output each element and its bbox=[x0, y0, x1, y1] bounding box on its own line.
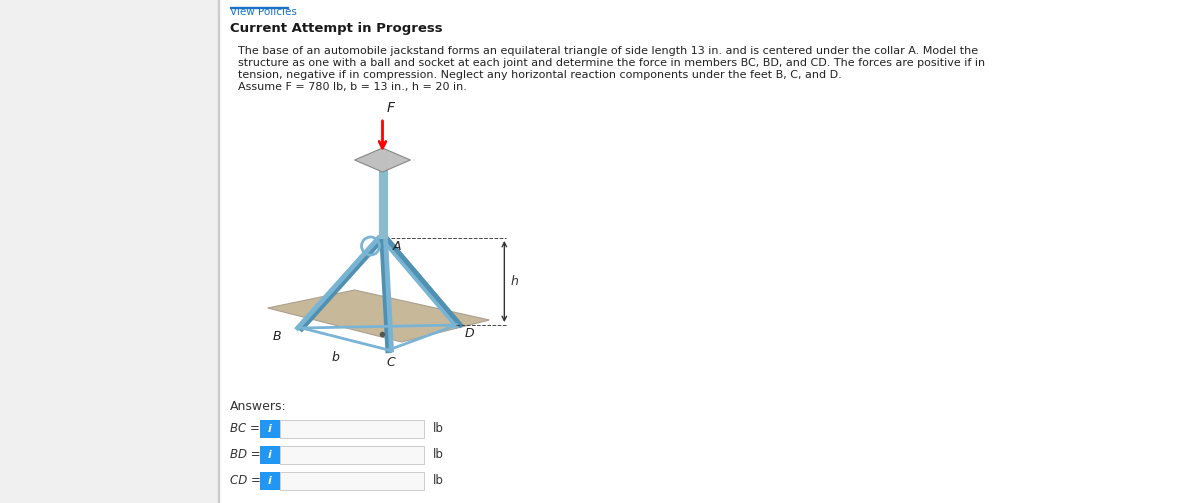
Text: D: D bbox=[464, 327, 474, 340]
Text: i: i bbox=[268, 476, 271, 486]
Bar bbox=[259, 446, 280, 464]
Text: Answers:: Answers: bbox=[229, 400, 287, 413]
Text: CD =: CD = bbox=[229, 474, 260, 487]
Text: BC =: BC = bbox=[229, 423, 259, 436]
Text: View Policies: View Policies bbox=[229, 7, 296, 17]
Bar bbox=[280, 420, 425, 438]
Bar bbox=[280, 472, 425, 490]
Bar bbox=[378, 168, 388, 238]
Polygon shape bbox=[268, 290, 490, 342]
Text: Assume F = 780 lb, b = 13 in., h = 20 in.: Assume F = 780 lb, b = 13 in., h = 20 in… bbox=[238, 82, 467, 92]
Text: lb: lb bbox=[432, 423, 443, 436]
Bar bbox=[280, 446, 425, 464]
Text: lb: lb bbox=[432, 474, 443, 487]
Bar bbox=[229, 7, 288, 8]
Text: b: b bbox=[331, 351, 338, 364]
Text: B: B bbox=[274, 330, 282, 343]
Text: C: C bbox=[386, 356, 395, 369]
Text: Current Attempt in Progress: Current Attempt in Progress bbox=[229, 22, 443, 35]
Text: i: i bbox=[268, 424, 271, 434]
Text: i: i bbox=[268, 450, 271, 460]
Text: A: A bbox=[392, 240, 401, 253]
Text: structure as one with a ball and socket at each joint and determine the force in: structure as one with a ball and socket … bbox=[238, 58, 985, 68]
Text: lb: lb bbox=[432, 449, 443, 461]
Text: F: F bbox=[386, 101, 395, 115]
Text: BD =: BD = bbox=[229, 449, 260, 461]
Polygon shape bbox=[354, 148, 410, 172]
Bar bbox=[0, 0, 217, 503]
Text: The base of an automobile jackstand forms an equilateral triangle of side length: The base of an automobile jackstand form… bbox=[238, 46, 978, 56]
Bar bbox=[259, 420, 280, 438]
Text: h: h bbox=[510, 275, 518, 288]
Text: tension, negative if in compression. Neglect any horizontal reaction components : tension, negative if in compression. Neg… bbox=[238, 70, 841, 80]
Bar bbox=[259, 472, 280, 490]
